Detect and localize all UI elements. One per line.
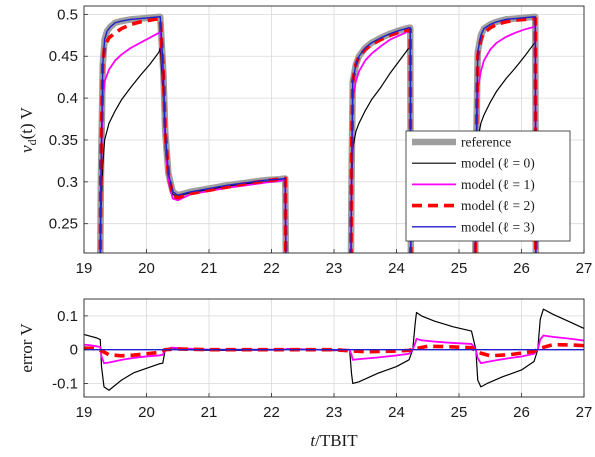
legend-label-l3: model (ℓ = 3)	[461, 219, 535, 234]
bottom-series-l1	[84, 334, 584, 365]
top-xtick-label: 22	[263, 260, 280, 277]
bottom-panel: 19 20 21 22 23 24 25 26 27 0.1 0 -0.1 error V t/TB…	[17, 298, 593, 450]
top-xtick-label: 26	[513, 260, 530, 277]
top-series-l1	[99, 25, 537, 253]
bottom-ytick-label: 0	[70, 342, 78, 359]
bottom-series-l2	[84, 342, 584, 358]
bottom-xtick-label: 26	[513, 404, 530, 421]
bottom-xtick-label: 27	[576, 404, 593, 421]
bottom-xtick-label: 21	[201, 404, 218, 421]
top-panel: 19 20 21 22 23 24 25 26 27 0.25 0.3 0.35 0.4 0.45 0.5…	[17, 5, 593, 277]
bottom-x-ticks: 19 20 21 22 23 24 25 26 27	[76, 393, 593, 421]
legend-label-l0: model (ℓ = 0)	[461, 156, 535, 171]
bottom-xtick-label: 23	[326, 404, 343, 421]
top-xtick-label: 20	[138, 260, 155, 277]
top-x-ticks: 19 20 21 22 23 24 25 26 27	[76, 249, 593, 277]
legend-label-l2: model (ℓ = 2)	[461, 198, 535, 213]
top-series-l3	[99, 16, 537, 253]
bottom-xtick-label: 20	[138, 404, 155, 421]
top-ytick-label: 0.5	[57, 6, 78, 23]
bottom-x-axis-label: t/TBIT	[310, 431, 358, 450]
top-ytick-label: 0.45	[49, 48, 78, 65]
top-xtick-label: 21	[201, 260, 218, 277]
top-xtick-label: 19	[76, 260, 93, 277]
bottom-ytick-label: 0.1	[57, 308, 78, 325]
legend-label-l1: model (ℓ = 1)	[461, 177, 535, 192]
top-xtick-label: 24	[388, 260, 405, 277]
legend: reference model (ℓ = 0) model (ℓ = 1) model…	[405, 130, 571, 242]
top-y-ticks: 0.25 0.3 0.35 0.4 0.45 0.5	[49, 6, 88, 233]
bottom-series-l0	[84, 308, 584, 391]
bottom-y-axis-label: error V	[17, 323, 36, 373]
bottom-xtick-label: 24	[388, 404, 405, 421]
top-series-l0	[99, 41, 537, 253]
legend-label-reference: reference	[461, 135, 511, 150]
top-ytick-label: 0.35	[49, 132, 78, 149]
bottom-xtick-label: 19	[76, 404, 93, 421]
bottom-xtick-label: 22	[263, 404, 280, 421]
top-xtick-label: 25	[451, 260, 468, 277]
bottom-series	[84, 308, 584, 391]
top-ytick-label: 0.3	[57, 174, 78, 191]
top-xtick-label: 23	[326, 260, 343, 277]
top-y-axis-label: vd(t) V	[17, 106, 39, 153]
bottom-ytick-label: -0.1	[52, 375, 78, 392]
bottom-xtick-label: 25	[451, 404, 468, 421]
top-ytick-label: 0.4	[57, 90, 78, 107]
top-xtick-label: 27	[576, 260, 593, 277]
legend-box	[405, 130, 571, 242]
bottom-y-ticks: 0.1 0 -0.1	[52, 308, 88, 392]
top-ytick-label: 0.25	[49, 216, 78, 233]
top-series	[97, 13, 540, 253]
